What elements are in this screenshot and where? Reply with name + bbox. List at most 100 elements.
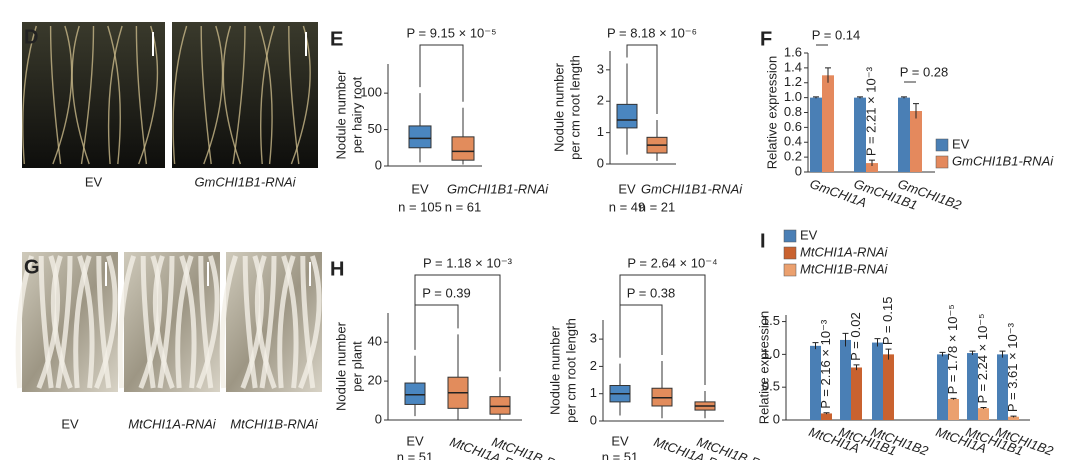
root-strand — [80, 25, 95, 165]
legend-label: GmCHI1B1-RNAi — [952, 153, 1054, 168]
legend-swatch — [935, 155, 949, 169]
error-bar — [980, 407, 987, 409]
photo-label: MtCHI1B-RNAi — [230, 416, 319, 431]
n-label: n = 51 — [602, 449, 639, 460]
p-value: P = 1.78 × 10⁻⁵ — [945, 304, 960, 394]
panel-letter: G — [24, 256, 40, 278]
y-tick-label: 2 — [597, 93, 604, 108]
x-tick-label: EV — [411, 181, 429, 196]
y-tick-label: 0.8 — [784, 104, 802, 119]
error-bar — [874, 338, 881, 347]
y-axis-label: per cm root length — [567, 55, 582, 160]
y-tick-label: 1.6 — [784, 44, 802, 59]
root-strand — [96, 255, 112, 389]
y-tick-label: 1 — [590, 385, 597, 400]
root-strand — [107, 25, 123, 165]
photo-label: GmCHI1B1-RNAi — [194, 174, 296, 189]
bracket — [626, 44, 658, 115]
error-bar — [950, 397, 957, 400]
y-axis-label: Relative expression — [764, 56, 779, 169]
p-value: P = 9.15 × 10⁻⁵ — [406, 25, 496, 40]
box — [616, 103, 638, 129]
p-value: P = 1.18 × 10⁻³ — [423, 255, 513, 270]
x-tick-label: GmCHI1B1-RNAi — [447, 181, 549, 196]
p-value: P = 2.24 × 10⁻⁵ — [975, 313, 990, 403]
y-tick-label: 100 — [360, 85, 382, 100]
y-axis-label: Nodule number — [333, 321, 348, 411]
root-strand — [196, 255, 220, 389]
x-tick-label: MtCHI1B2 — [869, 424, 931, 459]
y-tick-label: 0.4 — [784, 134, 802, 149]
legend-swatch — [935, 138, 949, 152]
x-tick-label: EV — [611, 433, 629, 448]
box — [408, 125, 432, 149]
y-tick-label: 1.4 — [784, 59, 802, 74]
y-axis-label: Relative expression — [756, 311, 771, 424]
bracket — [414, 304, 459, 350]
panel-letter: D — [24, 26, 38, 48]
root-strand — [198, 255, 214, 389]
root-strand — [298, 255, 322, 389]
error-bar — [969, 350, 976, 356]
y-tick-label: 0.2 — [784, 149, 802, 164]
root-strand — [200, 25, 212, 165]
y-tick-label: 20 — [368, 373, 382, 388]
bracket — [619, 274, 706, 385]
y-tick-label: 0 — [773, 411, 780, 426]
root-strand — [232, 25, 246, 165]
y-axis-label: Nodule number — [547, 325, 562, 415]
y-tick-label: 3 — [597, 61, 604, 76]
error-bar — [885, 348, 892, 360]
bracket — [419, 44, 464, 102]
root-strand — [260, 25, 275, 165]
y-tick-label: 1 — [597, 124, 604, 139]
bar — [821, 413, 832, 420]
root-strand — [22, 25, 37, 165]
bar — [937, 354, 948, 420]
panel-letter: H — [330, 258, 344, 280]
bar — [810, 97, 822, 172]
bar — [810, 345, 821, 420]
p-value: P = 2.21 × 10⁻³ — [863, 66, 878, 156]
root-strand — [157, 255, 175, 389]
error-bar — [999, 350, 1006, 358]
panel-letter: F — [760, 28, 772, 50]
legend-label: EV — [800, 227, 818, 242]
legend-label: MtCHI1B-RNAi — [800, 261, 889, 276]
p-value: P = 2.16 × 10⁻³ — [818, 319, 833, 409]
x-tick-label: EV — [406, 433, 424, 448]
root-strand — [73, 255, 92, 389]
legend-swatch — [783, 246, 797, 260]
bracket — [414, 274, 501, 372]
p-value: P = 0.14 — [812, 27, 861, 42]
root-strand — [138, 25, 159, 165]
y-tick-label: 3 — [590, 331, 597, 346]
root-strand — [242, 255, 258, 389]
root-strand — [300, 255, 316, 389]
bar — [898, 97, 910, 172]
n-label: n = 61 — [445, 199, 482, 214]
bar — [910, 111, 922, 172]
root-strand — [152, 255, 175, 389]
root-strand — [172, 25, 188, 165]
legend-swatch — [783, 229, 797, 243]
y-tick-label: 0 — [375, 411, 382, 426]
n-label: n = 49 — [609, 199, 646, 214]
error-bar — [813, 96, 819, 99]
y-axis-label: per plant — [349, 341, 364, 392]
error-bar — [901, 96, 907, 99]
p-value: P = 0.28 — [900, 64, 949, 79]
bar — [967, 353, 978, 420]
root-strand — [175, 255, 194, 389]
bar — [997, 354, 1008, 420]
bar — [872, 342, 883, 420]
legend-label: MtCHI1A-RNAi — [800, 244, 889, 259]
root-strand — [15, 255, 34, 389]
root-strand — [203, 25, 224, 165]
y-axis-label: Nodule number — [333, 70, 348, 160]
y-tick-label: 0 — [590, 412, 597, 427]
root-strand — [258, 25, 273, 165]
p-value: P = 2.64 × 10⁻⁴ — [627, 255, 717, 270]
p-value: P = 0.39 — [422, 285, 471, 300]
